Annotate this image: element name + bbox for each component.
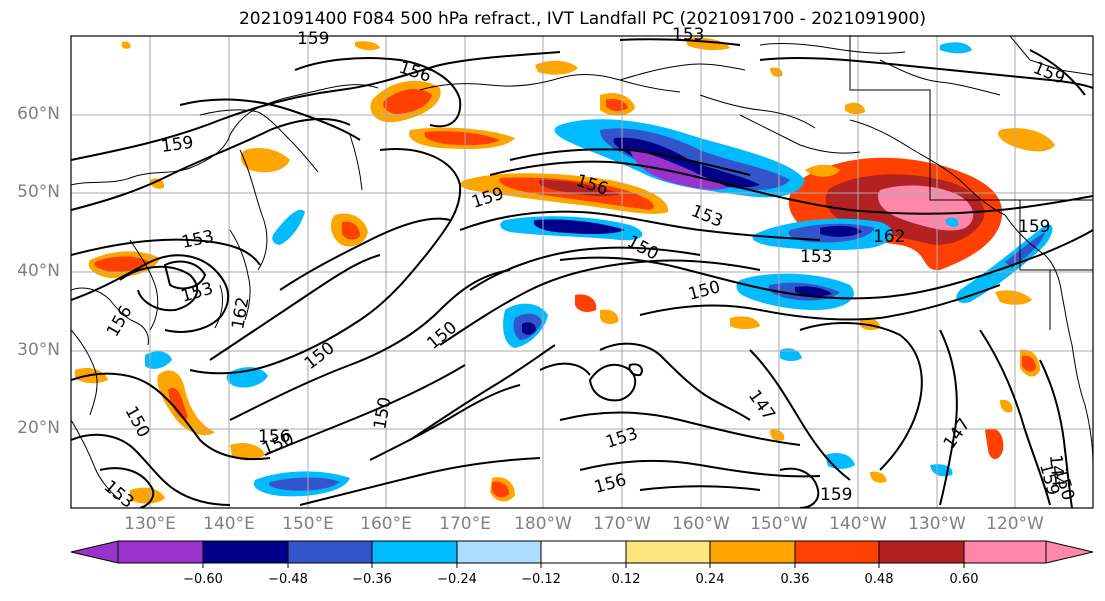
contour-label: 147 [940, 415, 975, 453]
colorbar-label-neg060: −0.60 [183, 572, 223, 587]
contour-label: 159 [1018, 217, 1050, 237]
colorbar [70, 540, 1094, 568]
contour-label: 153 [800, 247, 832, 267]
contour-label: 159 [1030, 58, 1068, 89]
lat-label-60n: 60°N [17, 104, 60, 124]
plot-area [71, 36, 1093, 508]
colorbar-label-060: 0.60 [949, 572, 979, 587]
contour-label: 162 [228, 295, 253, 330]
contour-lines [71, 38, 1093, 508]
contour-label: 150 [121, 403, 154, 441]
contour-label: 153 [688, 201, 726, 232]
colorbar-label-036: 0.36 [780, 572, 810, 587]
contour-label: 159 [820, 485, 852, 505]
contour-label: 150 [686, 277, 723, 305]
lon-label-120w: 120°W [986, 514, 1044, 534]
contour-label: 159 [297, 29, 329, 49]
contour-label: 150 [1050, 466, 1078, 503]
contour-label: 153 [180, 227, 216, 253]
lon-label-130e: 130°E [124, 514, 176, 534]
colorbar-label-neg012: −0.12 [521, 572, 561, 587]
contour-label: 159 [160, 133, 195, 157]
lon-label-160w: 160°W [672, 514, 730, 534]
contour-label: 150 [370, 395, 395, 430]
coastlines [71, 36, 1093, 501]
contour-label: 162 [873, 227, 905, 247]
lon-label-130w: 130°W [908, 514, 966, 534]
lat-label-40n: 40°N [17, 261, 60, 281]
lon-label-160e: 160°E [360, 514, 412, 534]
colorbar-label-048: 0.48 [864, 572, 894, 587]
graticule [71, 36, 1093, 508]
lon-label-170w: 170°W [593, 514, 651, 534]
colorbar-label-neg024: −0.24 [437, 572, 477, 587]
lon-label-140e: 140°E [203, 514, 255, 534]
colorbar-label-012: 0.12 [611, 572, 641, 587]
contour-label: 150 [423, 318, 461, 354]
lon-label-150e: 150°E [282, 514, 334, 534]
map-title: 2021091400 F084 500 hPa refract., IVT La… [238, 9, 926, 29]
lon-label-180w: 180°W [514, 514, 572, 534]
plot-frame [70, 35, 1094, 509]
contour-label: 156 [103, 302, 137, 340]
contour-label: 153 [179, 279, 216, 307]
contour-label: 144 [1045, 454, 1068, 488]
contour-label: 156 [258, 427, 290, 447]
contour-label: 153 [672, 25, 704, 45]
lat-label-20n: 20°N [17, 418, 60, 438]
lat-label-30n: 30°N [17, 340, 60, 360]
colorbar-label-neg048: −0.48 [268, 572, 308, 587]
lon-label-140w: 140°W [829, 514, 887, 534]
colorbar-label-024: 0.24 [695, 572, 725, 587]
contour-label: 156 [592, 470, 629, 498]
contour-label: 153 [603, 424, 640, 453]
contour-label: 150 [301, 338, 339, 374]
contour-label: 153 [100, 477, 138, 513]
lon-label-150w: 150°W [750, 514, 808, 534]
lon-label-170e: 170°E [439, 514, 491, 534]
lat-label-50n: 50°N [17, 182, 60, 202]
colorbar-label-neg036: −0.36 [352, 572, 392, 587]
